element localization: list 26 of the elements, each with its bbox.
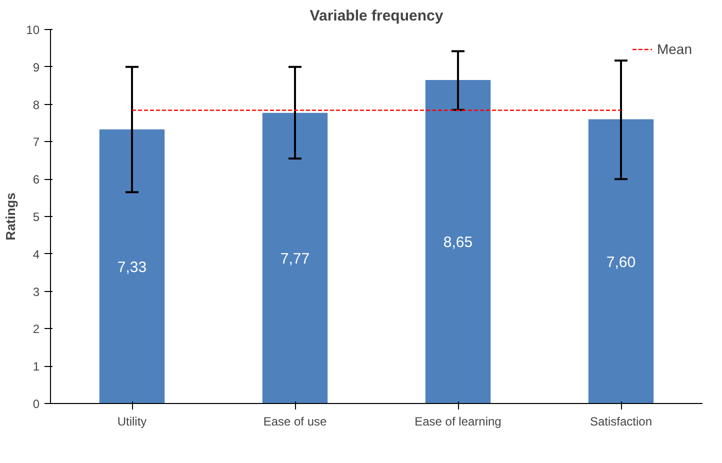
y-tick-label: 6 [32, 172, 40, 187]
legend-label: Mean [656, 41, 692, 57]
y-tick-label: 0 [32, 397, 40, 411]
x-tick-label: Ease of use [263, 414, 328, 428]
y-tick-label: 1 [32, 360, 40, 374]
bar [99, 129, 165, 404]
chart-title: Variable frequency [310, 8, 444, 24]
data-label: 7,33 [117, 258, 147, 276]
y-tick-label: 8 [32, 98, 40, 112]
bar [588, 119, 654, 404]
bar [262, 112, 328, 404]
y-tick-label: 3 [32, 284, 40, 299]
y-tick-label: 10 [26, 23, 40, 37]
x-tick-label: Utility [117, 414, 147, 428]
y-tick-label: 4 [32, 247, 40, 262]
data-label: 8,65 [443, 234, 473, 252]
bar [425, 80, 491, 404]
data-label: 7,60 [606, 254, 636, 271]
y-tick-label: 7 [32, 135, 40, 150]
data-label: 7,77 [280, 250, 310, 268]
x-tick-label: Ease of learning [414, 414, 502, 428]
y-tick-label: 2 [32, 322, 40, 336]
y-tick-label: 5 [32, 210, 40, 224]
x-tick-label: Satisfaction [590, 414, 652, 428]
y-tick-label: 9 [32, 60, 40, 74]
y-axis-title: Ratings [3, 192, 18, 240]
